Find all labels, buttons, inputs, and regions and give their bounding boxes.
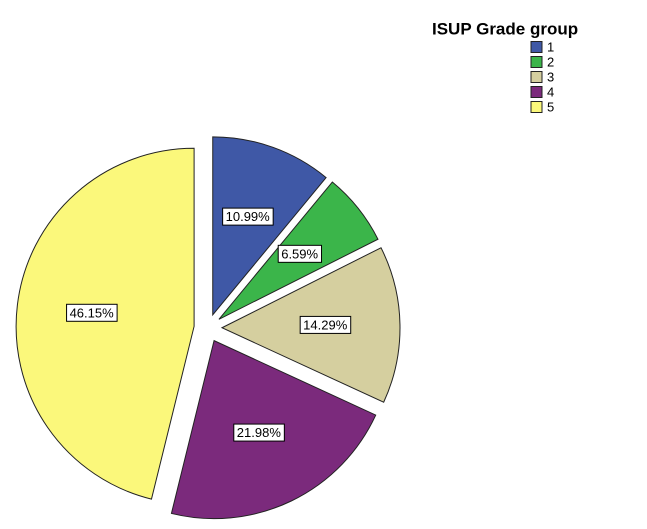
pie-slice	[15, 147, 195, 500]
label-box	[299, 315, 352, 334]
legend-swatch	[530, 71, 543, 83]
label-box	[222, 207, 274, 226]
data-label: 21.98%	[237, 425, 282, 440]
data-label: 14.29%	[303, 317, 348, 332]
legend-swatch	[530, 41, 543, 53]
legend-label: 5	[547, 99, 554, 114]
data-label: 6.59%	[281, 246, 318, 261]
legend-label: 4	[547, 84, 554, 99]
data-label: 46.15%	[70, 305, 115, 320]
pie-slice	[212, 136, 327, 317]
label-box	[66, 303, 118, 322]
legend-swatch	[530, 56, 543, 68]
legend-swatch	[530, 101, 543, 113]
label-box	[277, 244, 323, 263]
legend-label: 1	[547, 39, 554, 54]
data-label: 10.99%	[226, 209, 271, 224]
legend-label: 3	[547, 69, 554, 84]
legend-label: 2	[547, 54, 554, 69]
legend-swatch	[530, 86, 543, 98]
label-box	[233, 423, 285, 442]
legend-title: ISUP Grade group	[432, 19, 578, 38]
